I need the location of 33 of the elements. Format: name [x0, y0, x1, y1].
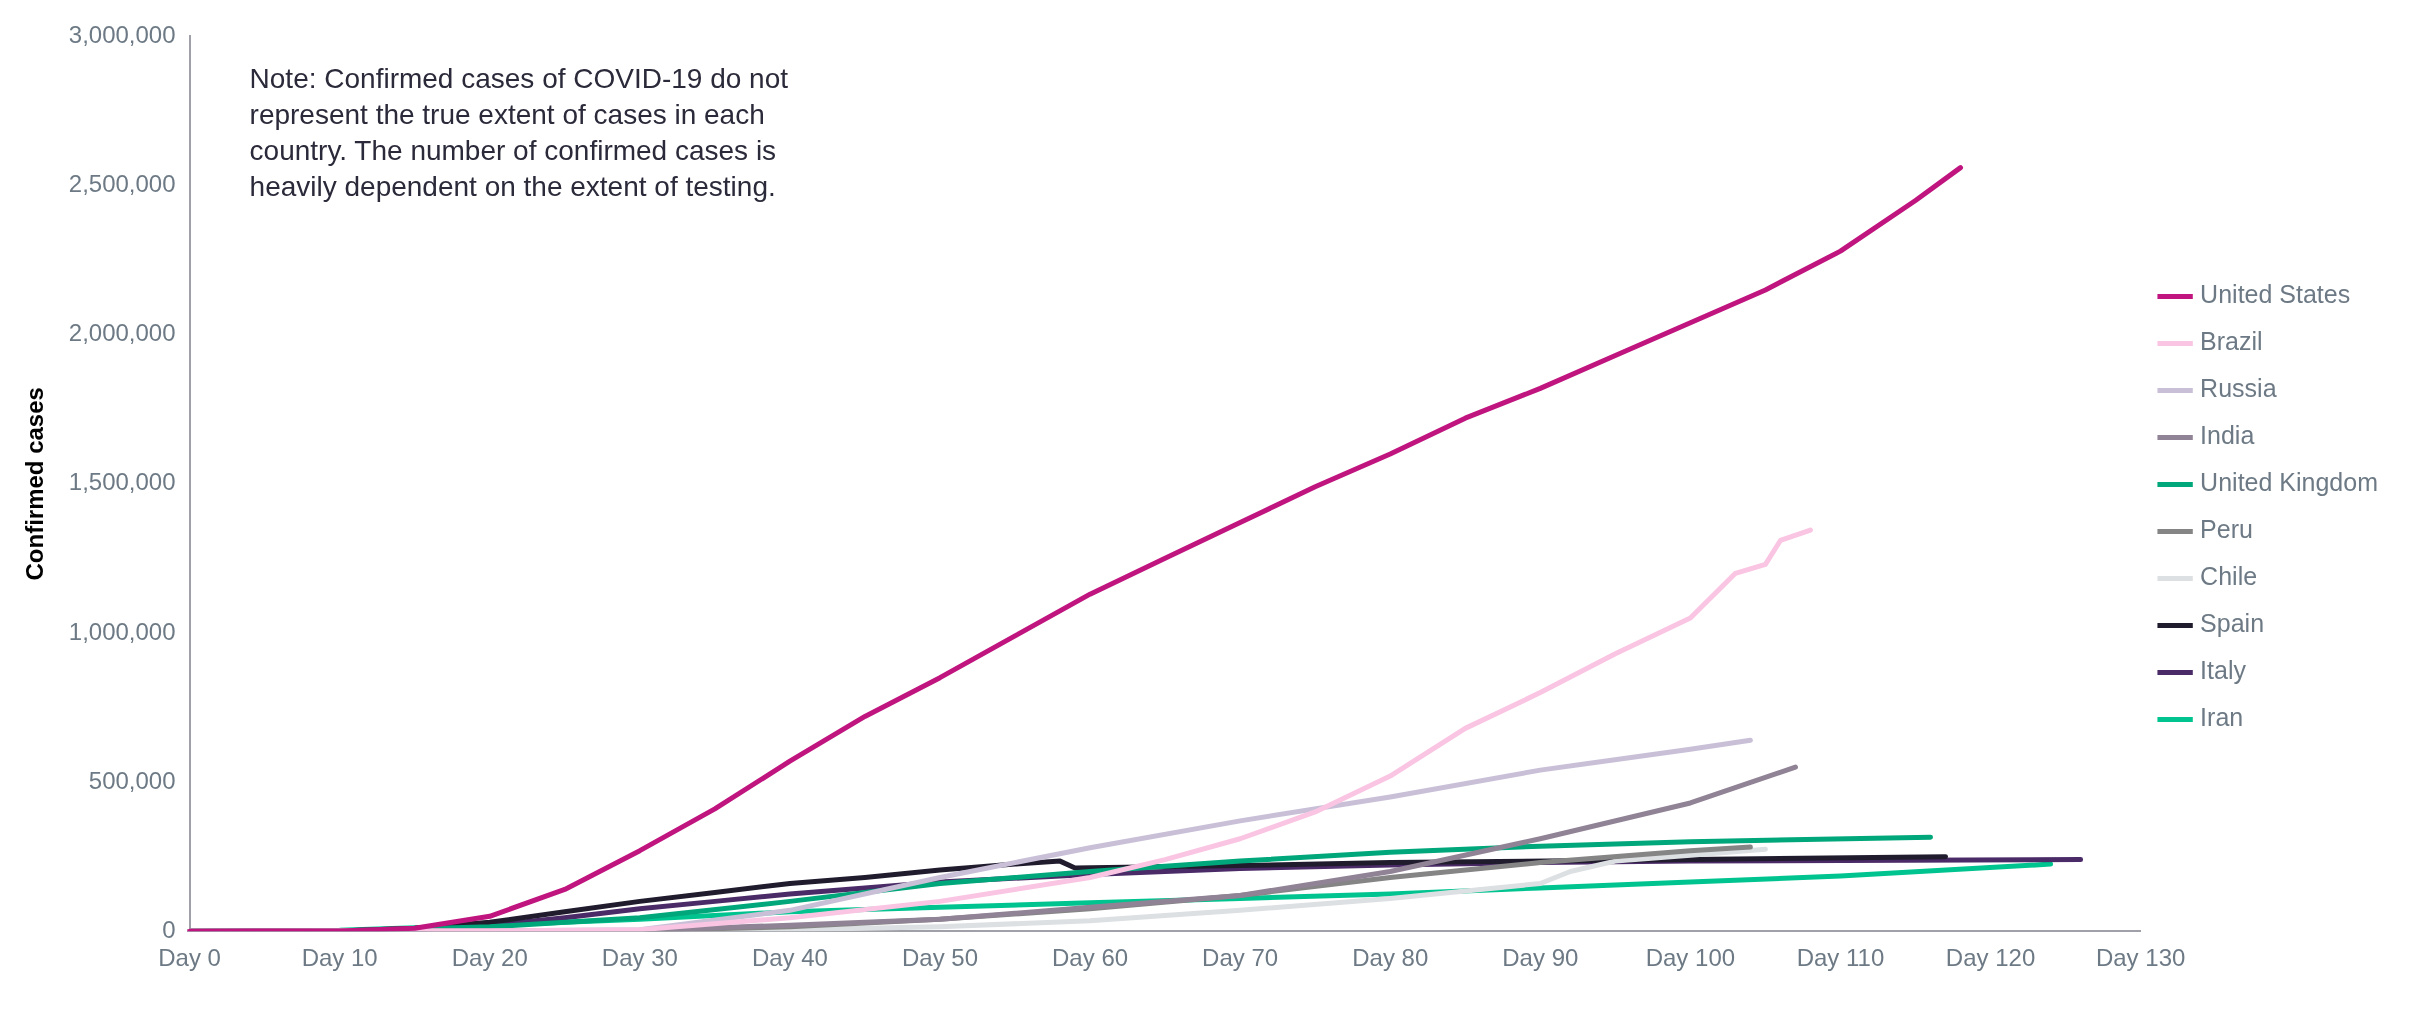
legend-label: Peru [2200, 515, 2253, 544]
x-tick-label: Day 30 [601, 944, 678, 972]
x-tick-label: Day 40 [751, 944, 828, 972]
x-tick-label: Day 70 [1202, 944, 1279, 972]
y-axis-title: Confirmed cases [21, 387, 49, 581]
x-tick-label: Day 60 [1052, 944, 1129, 972]
legend-label: Spain [2200, 609, 2265, 638]
y-tick-label: 0 [162, 915, 176, 943]
legend-label: United States [2200, 280, 2351, 309]
legend-label: Brazil [2200, 327, 2263, 356]
x-tick-label: Day 50 [901, 944, 978, 972]
legend-label: Iran [2200, 703, 2244, 732]
legend-label: Italy [2200, 656, 2247, 685]
y-tick-label: 2,500,000 [68, 170, 176, 198]
x-tick-label: Day 110 [1796, 944, 1885, 972]
x-tick-label: Day 0 [158, 944, 221, 972]
y-tick-label: 3,000,000 [68, 21, 176, 49]
x-tick-label: Day 90 [1502, 944, 1579, 972]
legend-label: Chile [2200, 562, 2258, 591]
x-tick-label: Day 100 [1645, 944, 1736, 972]
legend-label: United Kingdom [2200, 468, 2379, 497]
annotation: Note: Confirmed cases of COVID-19 do not represent the true extent of cases in each country. The number of confirmed cases is heavily dependent on the extent of testing. [249, 63, 789, 203]
x-tick-label: Day 10 [301, 944, 378, 972]
legend-label: Russia [2200, 374, 2277, 403]
x-tick-label: Day 80 [1352, 944, 1429, 972]
y-tick-label: 1,500,000 [68, 468, 176, 496]
x-tick-label: Day 20 [451, 944, 528, 972]
y-tick-label: 1,000,000 [68, 617, 176, 645]
legend-label: India [2200, 421, 2255, 450]
x-tick-label: Day 130 [2095, 944, 2186, 972]
y-tick-label: 500,000 [88, 766, 176, 794]
y-tick-label: 2,000,000 [68, 319, 176, 347]
x-tick-label: Day 120 [1945, 944, 2036, 972]
